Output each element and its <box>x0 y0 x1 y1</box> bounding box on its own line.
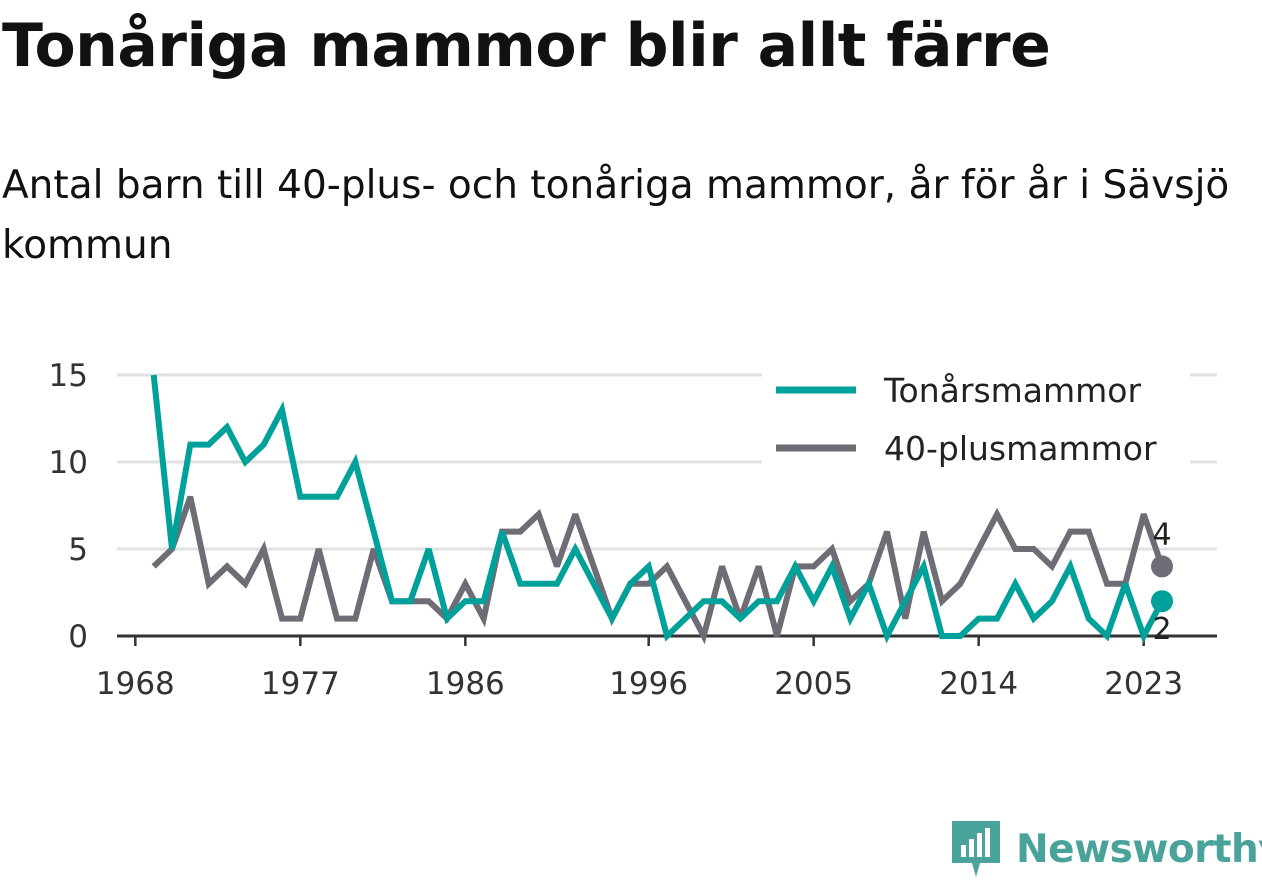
end-value-label: 2 <box>1152 612 1171 647</box>
end-value-label: 4 <box>1152 517 1171 552</box>
chart-subtitle: Antal barn till 40-plus- och tonåriga ma… <box>2 163 1230 268</box>
y-tick-label: 15 <box>49 358 88 394</box>
brand-name: Newsworthy <box>1016 826 1262 872</box>
x-tick-label: 1996 <box>609 666 688 702</box>
y-tick-label: 5 <box>68 532 88 568</box>
x-tick-label: 1986 <box>426 666 505 702</box>
end-marker <box>1151 590 1173 613</box>
series-lines <box>150 374 1165 645</box>
x-tick-label: 2023 <box>1104 666 1183 702</box>
x-tick-label: 1977 <box>261 666 340 702</box>
y-axis-ticks: 0 5 10 15 <box>49 358 88 655</box>
x-tick-label: 2014 <box>939 666 1018 702</box>
series-line-40-plusmammor <box>151 495 1165 645</box>
x-tick-label: 1968 <box>96 666 175 702</box>
x-axis: 1968 1977 1986 1996 2005 2014 2023 <box>96 634 1217 702</box>
end-marker <box>1151 555 1173 578</box>
legend-label: Tonårsmammor <box>883 371 1141 410</box>
y-tick-label: 10 <box>49 445 88 481</box>
newsworthy-logo: Newsworthy <box>950 818 1262 880</box>
bar-chart-logo-icon <box>952 821 1000 877</box>
series-line-tonarsmammor <box>150 374 1165 644</box>
x-tick-label: 2005 <box>774 666 853 702</box>
legend: Tonårsmammor 40-plusmammor <box>762 362 1190 474</box>
y-tick-label: 0 <box>68 619 88 655</box>
legend-label: 40-plusmammor <box>884 429 1157 468</box>
legend-box <box>762 362 1190 474</box>
end-markers: 24 <box>1151 517 1173 647</box>
chart-title: Tonåriga mammor blir allt färre <box>2 11 1051 81</box>
